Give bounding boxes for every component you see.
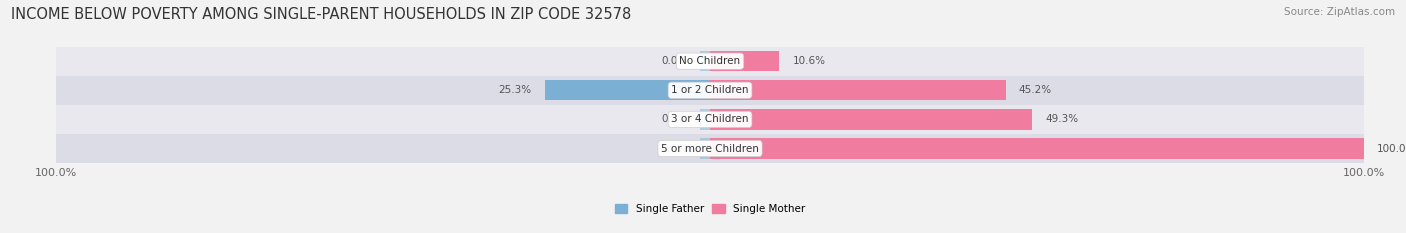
Bar — [710, 138, 1364, 159]
Text: 0.0%: 0.0% — [661, 114, 688, 124]
Text: Source: ZipAtlas.com: Source: ZipAtlas.com — [1284, 7, 1395, 17]
Bar — [710, 51, 779, 71]
Text: 3 or 4 Children: 3 or 4 Children — [671, 114, 749, 124]
Text: 100.0%: 100.0% — [1376, 144, 1406, 154]
Bar — [710, 109, 1032, 130]
Bar — [56, 47, 1364, 76]
Bar — [544, 80, 710, 100]
Legend: Single Father, Single Mother: Single Father, Single Mother — [610, 200, 810, 219]
Text: 0.0%: 0.0% — [661, 144, 688, 154]
Bar — [544, 80, 710, 100]
Text: 45.2%: 45.2% — [1018, 85, 1052, 95]
Bar — [56, 134, 1364, 163]
Text: 0.0%: 0.0% — [661, 56, 688, 66]
Bar — [700, 51, 710, 71]
Text: 25.3%: 25.3% — [498, 85, 531, 95]
Bar — [700, 109, 710, 130]
Bar — [700, 138, 710, 159]
Text: 10.6%: 10.6% — [793, 56, 825, 66]
Text: 1 or 2 Children: 1 or 2 Children — [671, 85, 749, 95]
Text: 49.3%: 49.3% — [1046, 114, 1078, 124]
Text: INCOME BELOW POVERTY AMONG SINGLE-PARENT HOUSEHOLDS IN ZIP CODE 32578: INCOME BELOW POVERTY AMONG SINGLE-PARENT… — [11, 7, 631, 22]
Text: No Children: No Children — [679, 56, 741, 66]
Text: 5 or more Children: 5 or more Children — [661, 144, 759, 154]
Bar — [56, 76, 1364, 105]
Bar — [710, 80, 1005, 100]
Bar — [56, 105, 1364, 134]
